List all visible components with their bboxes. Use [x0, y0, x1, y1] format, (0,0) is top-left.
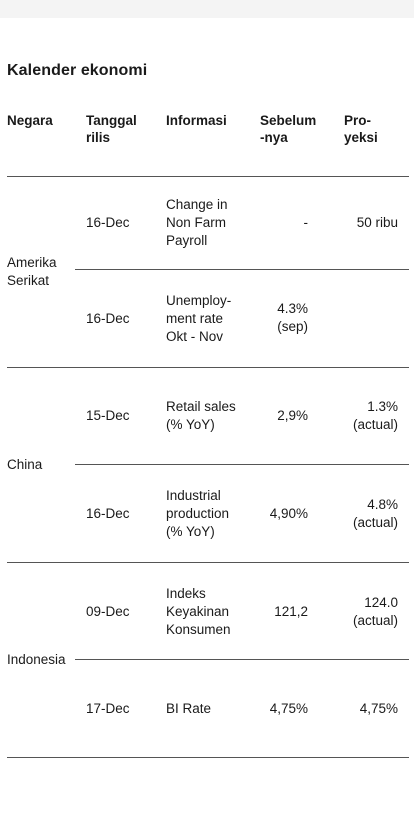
date-cell: 09-Dec — [86, 604, 130, 619]
row-divider — [75, 269, 409, 270]
date-cell: 16-Dec — [86, 215, 130, 230]
header-info: Informasi — [166, 113, 227, 128]
country-cell: China — [7, 457, 43, 472]
row-divider — [75, 659, 409, 660]
header-previous: Sebelum -nya — [260, 113, 317, 145]
info-cell: Industrial production (% YoY) — [166, 488, 230, 539]
country-cell: Amerika Serikat — [7, 255, 57, 288]
header-country: Negara — [7, 113, 53, 128]
previous-cell: - — [303, 215, 309, 230]
date-cell: 17-Dec — [86, 701, 130, 716]
projection-cell: 4.8% (actual) — [352, 497, 398, 530]
calendar-card — [0, 18, 414, 814]
date-cell: 16-Dec — [86, 311, 130, 326]
header-projection: Pro- yeksi — [344, 113, 378, 145]
info-cell: Unemploy- ment rate Okt - Nov — [166, 293, 232, 344]
page-title: Kalender ekonomi — [7, 62, 148, 79]
info-cell: Indeks Keyakinan Konsumen — [166, 586, 231, 637]
group-divider — [7, 562, 409, 563]
header-divider — [7, 176, 409, 177]
previous-cell: 121,2 — [274, 604, 308, 619]
info-cell: BI Rate — [166, 701, 212, 716]
projection-cell: 124.0 (actual) — [352, 595, 398, 628]
previous-cell: 4,75% — [269, 701, 308, 716]
country-cell: Indonesia — [7, 652, 66, 667]
info-cell: Change in Non Farm Payroll — [166, 197, 228, 248]
previous-cell: 4.3% (sep) — [277, 301, 308, 334]
projection-cell: 50 ribu — [356, 215, 398, 230]
row-divider — [75, 464, 409, 465]
projection-cell: 1.3% (actual) — [352, 399, 398, 432]
group-divider — [7, 367, 409, 368]
date-cell: 15-Dec — [86, 408, 130, 423]
previous-cell: 2,9% — [277, 408, 308, 423]
projection-cell: 4,75% — [359, 701, 398, 716]
info-cell: Retail sales (% YoY) — [166, 399, 236, 432]
header-date: Tanggal rilis — [86, 113, 137, 145]
previous-cell: 4,90% — [269, 506, 308, 521]
date-cell: 16-Dec — [86, 506, 130, 521]
table-bottom-divider — [7, 757, 409, 758]
